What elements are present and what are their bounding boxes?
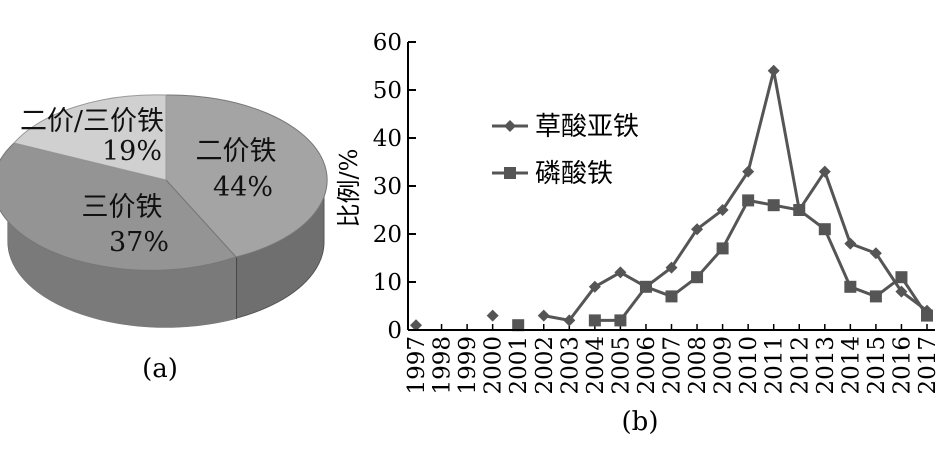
x-tick-label: 2008 [685,336,711,395]
y-tick-label: 10 [373,270,402,296]
data-point [895,271,908,284]
pie-slice-label: 二价/三价铁 [20,106,164,137]
data-point [665,261,678,274]
x-tick-label: 2000 [481,336,507,395]
x-tick-label: 2011 [762,336,788,395]
x-tick-label: 2010 [736,336,762,395]
data-point [614,266,627,279]
legend: 草酸亚铁 磷酸铁 [492,112,639,189]
x-tick-label: 2017 [915,336,941,395]
data-point [793,204,806,216]
x-tick-label: 2016 [889,336,915,395]
pie-slice-value: 19% [102,136,162,167]
data-point [691,271,704,284]
panel-label-a: (a) [142,354,178,384]
data-point [716,204,729,216]
x-tick-label: 1997 [404,336,430,395]
data-point [869,247,882,260]
data-point [767,64,780,77]
x-tick-label: 2006 [634,336,660,395]
pie-slice-label: 二价铁 [196,136,277,167]
data-point [588,280,601,293]
data-point [767,199,780,212]
pie-chart: 二价/三价铁 19% 二价铁 44% 三价铁 37% (a) [0,94,328,384]
data-point [537,309,550,322]
y-tick-label: 20 [373,222,402,248]
y-tick-label: 40 [373,126,402,152]
x-tick-label: 2012 [787,336,813,395]
data-point [639,280,652,293]
data-point [895,285,908,298]
series-line [543,70,928,323]
legend-marker-square [504,167,516,179]
data-point [588,314,601,327]
data-point [742,165,755,178]
x-tick-label: 1998 [430,336,456,395]
x-tick-label: 1999 [455,336,481,395]
pie-slice [165,94,328,258]
data-point [665,290,678,303]
data-point [921,309,933,322]
data-point [716,242,729,255]
data-point [818,223,831,236]
x-axis: 1997 1998 1999 2000 2001 2002 2003 2004 2005 2006… [404,324,941,395]
pie-slice [0,142,237,271]
data-point [614,314,627,327]
x-tick-label: 2003 [557,336,583,395]
data-point [691,223,704,236]
x-tick-label: 2014 [838,336,864,395]
data-point [486,309,499,322]
y-tick-label: 60 [373,30,402,56]
data-point [410,319,422,332]
pie-side-wall-left [7,180,237,328]
data-point [844,237,857,250]
x-tick-label: 2009 [711,336,737,395]
data-point [844,280,857,293]
x-tick-label: 2001 [506,336,532,395]
legend-label: 磷酸铁 [535,159,613,189]
pie-slice-label: 三价铁 [82,192,163,223]
data-point [869,290,882,303]
data-point [563,314,576,327]
x-tick-label: 2005 [608,336,634,395]
data-point [742,194,755,207]
y-axis-title: 比例/% [335,149,363,228]
legend-marker-diamond [504,120,516,132]
x-tick-label: 2004 [583,336,609,395]
panel-label-b: (b) [622,407,659,437]
pie-slice-value: 44% [213,172,273,203]
x-tick-label: 2015 [864,336,890,395]
y-tick-label: 0 [387,318,402,344]
pie-slice [13,94,167,181]
pie-slice-value: 37% [109,227,169,258]
x-tick-label: 2002 [532,336,558,395]
data-point [512,319,525,332]
y-axis: 0 10 20 30 40 50 60 [373,30,416,344]
x-tick-label: 2007 [660,336,686,395]
data-point [818,165,831,178]
legend-label: 草酸亚铁 [535,112,639,142]
series-layer [410,64,933,332]
x-tick-label: 2013 [813,336,839,395]
y-tick-label: 30 [373,174,402,200]
y-tick-label: 50 [373,78,402,104]
